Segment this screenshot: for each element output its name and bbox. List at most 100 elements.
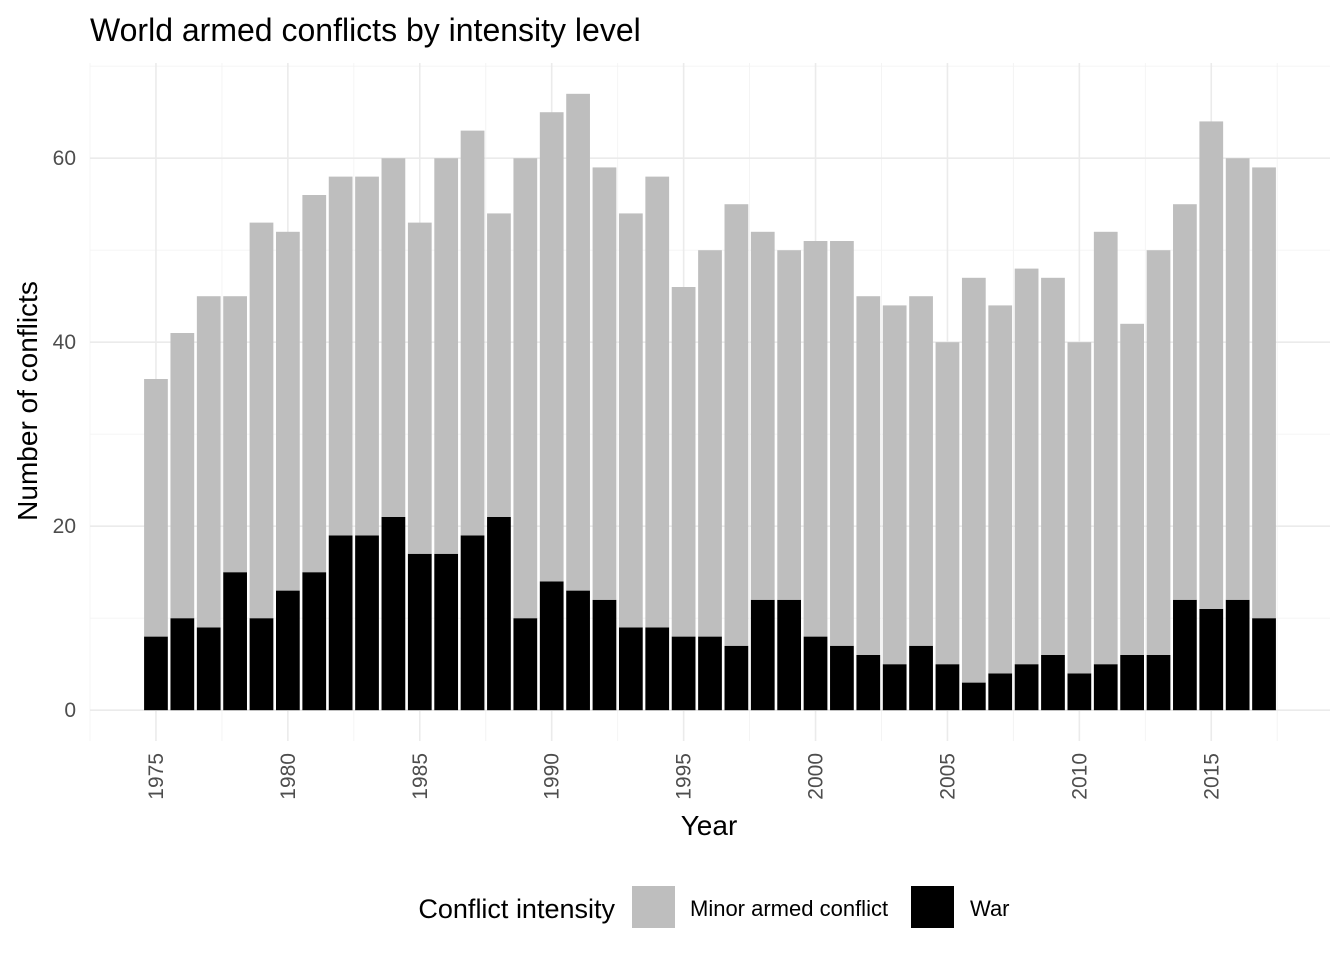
bar-war-2016 bbox=[1225, 599, 1250, 711]
bar-war-2010 bbox=[1067, 673, 1092, 711]
bar-war-1994 bbox=[645, 627, 670, 711]
legend-swatch-minor-armed-conflict bbox=[632, 886, 675, 928]
bar-war-1989 bbox=[513, 618, 538, 711]
bar-minor-armed-conflict-1982 bbox=[328, 176, 353, 536]
bar-war-2000 bbox=[803, 636, 828, 711]
bar-minor-armed-conflict-2012 bbox=[1120, 323, 1144, 655]
bar-war-1999 bbox=[777, 599, 802, 711]
y-axis-ticks: 0 20 40 60 bbox=[53, 147, 76, 722]
bar-minor-armed-conflict-1976 bbox=[170, 333, 195, 619]
bar-minor-armed-conflict-1986 bbox=[434, 158, 459, 554]
bar-war-2004 bbox=[909, 645, 933, 711]
bar-war-2001 bbox=[830, 645, 854, 711]
bar-minor-armed-conflict-1988 bbox=[487, 213, 511, 517]
bar-minor-armed-conflict-2000 bbox=[803, 241, 828, 637]
bar-minor-armed-conflict-1979 bbox=[249, 222, 274, 619]
legend-label-war: War bbox=[970, 896, 1010, 921]
bar-war-2011 bbox=[1093, 664, 1118, 711]
bar-war-1977 bbox=[196, 627, 221, 711]
bar-war-2013 bbox=[1146, 654, 1171, 711]
bar-minor-armed-conflict-2001 bbox=[830, 241, 854, 646]
x-tick-label: 1975 bbox=[145, 753, 168, 800]
bar-war-1982 bbox=[328, 535, 353, 711]
bar-war-1997 bbox=[724, 645, 749, 711]
bar-minor-armed-conflict-1981 bbox=[302, 195, 327, 573]
bar-war-1991 bbox=[566, 590, 590, 711]
bar-minor-armed-conflict-2015 bbox=[1199, 121, 1224, 609]
bar-minor-armed-conflict-2009 bbox=[1041, 277, 1065, 655]
chart-title: World armed conflicts by intensity level bbox=[90, 12, 641, 48]
bar-minor-armed-conflict-1994 bbox=[645, 176, 670, 628]
bar-minor-armed-conflict-2007 bbox=[988, 305, 1013, 674]
x-tick-label: 1995 bbox=[673, 753, 696, 800]
x-tick-label: 2000 bbox=[805, 753, 828, 800]
bar-war-1992 bbox=[592, 599, 617, 711]
bar-minor-armed-conflict-2010 bbox=[1067, 342, 1092, 674]
y-tick-label: 60 bbox=[53, 147, 76, 170]
bar-minor-armed-conflict-2002 bbox=[856, 296, 881, 655]
bar-war-1980 bbox=[276, 590, 300, 711]
bar-minor-armed-conflict-2017 bbox=[1252, 167, 1276, 619]
bar-war-2009 bbox=[1041, 654, 1065, 711]
x-tick-label: 1980 bbox=[277, 753, 300, 800]
bar-minor-armed-conflict-2014 bbox=[1173, 204, 1197, 600]
bar-minor-armed-conflict-1998 bbox=[750, 231, 775, 600]
bar-minor-armed-conflict-1977 bbox=[196, 296, 221, 628]
bar-war-1993 bbox=[618, 627, 643, 711]
bar-minor-armed-conflict-1984 bbox=[381, 158, 406, 517]
bar-war-1987 bbox=[460, 535, 485, 711]
bar-minor-armed-conflict-2013 bbox=[1146, 250, 1171, 655]
bar-minor-armed-conflict-1980 bbox=[276, 231, 300, 591]
bar-war-1986 bbox=[434, 553, 459, 711]
bar-war-1979 bbox=[249, 618, 274, 711]
bar-minor-armed-conflict-1999 bbox=[777, 250, 802, 600]
bar-war-2005 bbox=[935, 664, 960, 711]
bar-minor-armed-conflict-1975 bbox=[144, 379, 168, 637]
bar-war-2006 bbox=[961, 682, 986, 711]
y-axis-title: Number of conflicts bbox=[12, 281, 43, 521]
x-tick-label: 1990 bbox=[541, 753, 564, 800]
bar-war-1988 bbox=[487, 516, 511, 711]
bar-minor-armed-conflict-1991 bbox=[566, 93, 590, 591]
bar-war-2007 bbox=[988, 673, 1013, 711]
bar-war-1984 bbox=[381, 516, 406, 711]
bar-minor-armed-conflict-1993 bbox=[618, 213, 643, 628]
bar-war-2014 bbox=[1173, 599, 1197, 711]
bar-minor-armed-conflict-2004 bbox=[909, 296, 933, 646]
bar-war-1996 bbox=[698, 636, 722, 711]
x-axis-ticks: 1975 1980 1985 1990 1995 2000 2005 2010 2015 bbox=[145, 753, 1223, 800]
legend: Conflict intensity Minor armed conflict … bbox=[418, 886, 1010, 928]
bar-minor-armed-conflict-1996 bbox=[698, 250, 722, 637]
bar-war-1998 bbox=[750, 599, 775, 711]
y-tick-label: 0 bbox=[64, 699, 76, 722]
bar-minor-armed-conflict-2005 bbox=[935, 342, 960, 665]
bar-minor-armed-conflict-1978 bbox=[223, 296, 247, 573]
bar-war-1978 bbox=[223, 572, 247, 711]
bar-war-2012 bbox=[1120, 654, 1144, 711]
bar-minor-armed-conflict-2011 bbox=[1093, 231, 1118, 665]
bar-minor-armed-conflict-2003 bbox=[882, 305, 907, 665]
y-tick-label: 20 bbox=[53, 515, 76, 538]
x-tick-label: 1985 bbox=[409, 753, 432, 800]
x-tick-label: 2015 bbox=[1200, 753, 1223, 800]
bar-minor-armed-conflict-1983 bbox=[355, 176, 379, 536]
bar-minor-armed-conflict-1995 bbox=[671, 287, 696, 637]
bar-minor-armed-conflict-2008 bbox=[1014, 268, 1039, 665]
x-tick-label: 2005 bbox=[936, 753, 959, 800]
bars bbox=[144, 93, 1276, 711]
bar-war-2015 bbox=[1199, 608, 1224, 711]
bar-minor-armed-conflict-1987 bbox=[460, 130, 485, 536]
bar-minor-armed-conflict-1992 bbox=[592, 167, 617, 600]
bar-war-2017 bbox=[1252, 618, 1276, 711]
bar-minor-armed-conflict-1997 bbox=[724, 204, 749, 646]
bar-war-1995 bbox=[671, 636, 696, 711]
bar-war-1985 bbox=[407, 553, 432, 711]
bar-war-1983 bbox=[355, 535, 379, 711]
y-tick-label: 40 bbox=[53, 331, 76, 354]
bar-war-1981 bbox=[302, 572, 327, 711]
bar-minor-armed-conflict-1989 bbox=[513, 158, 538, 619]
bar-war-2002 bbox=[856, 654, 881, 711]
bar-war-1976 bbox=[170, 618, 195, 711]
bar-minor-armed-conflict-1990 bbox=[539, 112, 564, 582]
